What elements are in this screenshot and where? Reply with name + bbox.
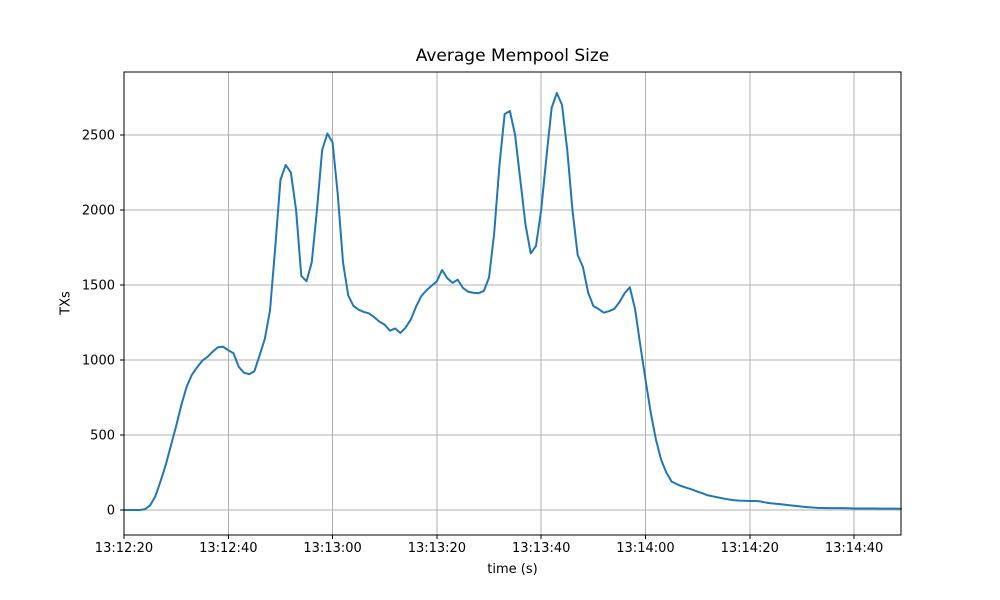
x-tick-label: 13:12:40 <box>199 541 257 556</box>
x-tick-label: 13:12:20 <box>95 541 153 556</box>
plot-border <box>123 71 902 536</box>
x-tick-label: 13:13:40 <box>512 541 570 556</box>
y-tick-label: 0 <box>107 503 115 518</box>
y-tick-label: 2000 <box>82 203 115 218</box>
x-tick-label: 13:14:00 <box>616 541 674 556</box>
y-tick-label: 2500 <box>82 128 115 143</box>
y-tick-label: 1000 <box>82 353 115 368</box>
series-line <box>123 92 902 511</box>
chart-title: Average Mempool Size <box>415 46 610 66</box>
y-tick-label: 500 <box>90 428 115 443</box>
x-axis-label: time (s) <box>487 562 538 577</box>
y-tick-label: 1500 <box>82 278 115 293</box>
x-tick-label: 13:13:20 <box>408 541 466 556</box>
x-tick-label: 13:13:00 <box>303 541 361 556</box>
x-tick-label: 13:14:20 <box>721 541 779 556</box>
x-tick-label: 13:14:40 <box>825 541 883 556</box>
